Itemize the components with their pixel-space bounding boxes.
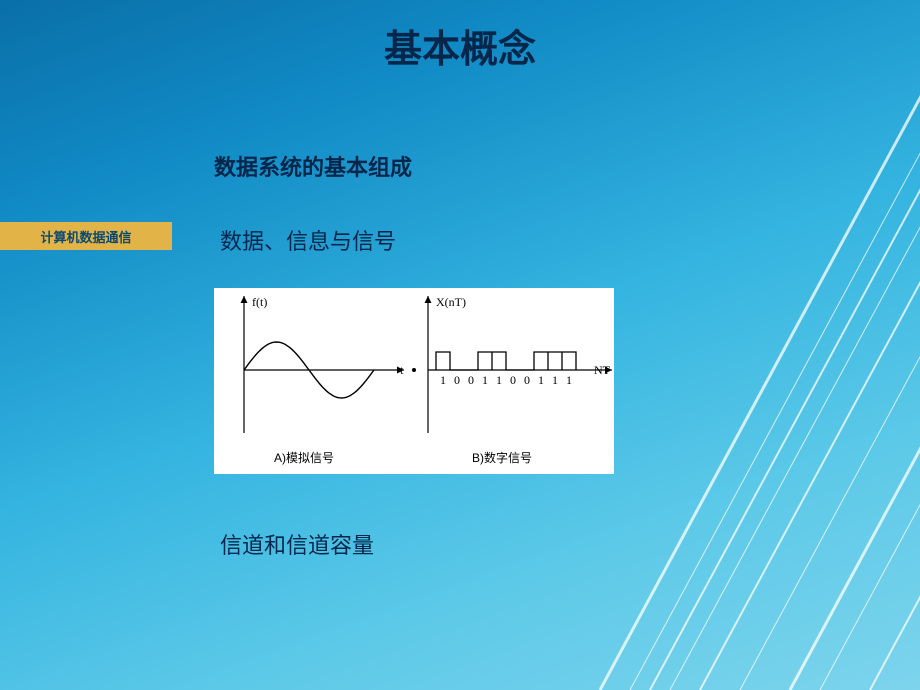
signal-figure: f(t)tA)模拟信号X(nT)NT1001100111B)数字信号: [214, 288, 614, 474]
svg-text:1: 1: [566, 373, 572, 387]
section-heading: 数据系统的基本组成: [214, 150, 412, 182]
svg-text:B)数字信号: B)数字信号: [472, 450, 532, 465]
svg-text:1: 1: [482, 373, 488, 387]
page-title: 基本概念: [0, 18, 920, 73]
svg-text:1: 1: [552, 373, 558, 387]
svg-text:A)模拟信号: A)模拟信号: [274, 451, 334, 465]
svg-text:0: 0: [468, 373, 474, 387]
svg-text:0: 0: [524, 373, 530, 387]
sidebar-tab: 计算机数据通信: [0, 222, 172, 250]
svg-text:f(t): f(t): [252, 295, 267, 309]
svg-text:NT: NT: [594, 363, 611, 377]
svg-text:1: 1: [440, 373, 446, 387]
svg-text:1: 1: [496, 373, 502, 387]
svg-text:0: 0: [510, 373, 516, 387]
svg-text:X(nT): X(nT): [436, 295, 466, 309]
topic-1: 数据、信息与信号: [220, 224, 396, 256]
topic-2: 信道和信道容量: [220, 528, 374, 560]
svg-text:0: 0: [454, 373, 460, 387]
svg-text:1: 1: [538, 373, 544, 387]
